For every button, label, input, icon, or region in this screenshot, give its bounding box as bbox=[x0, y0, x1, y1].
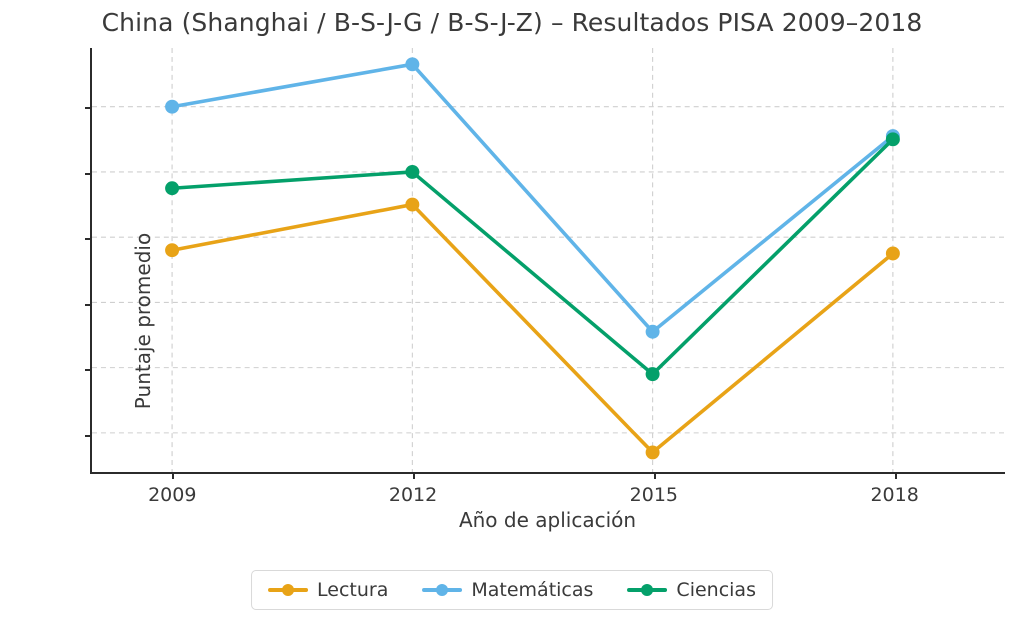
y-tick-mark bbox=[85, 172, 92, 175]
x-tick-mark bbox=[413, 472, 416, 479]
data-point[interactable] bbox=[165, 181, 180, 196]
series-line-lectura bbox=[170, 202, 895, 455]
legend-entry-matemáticas[interactable]: Matemáticas bbox=[422, 579, 593, 601]
legend-label: Ciencias bbox=[676, 579, 756, 601]
legend-swatch-icon bbox=[268, 582, 309, 598]
x-tick-mark bbox=[172, 472, 175, 479]
x-tick-mark bbox=[653, 472, 656, 479]
chart-title: China (Shanghai / B-S-J-G / B-S-J-Z) – R… bbox=[101, 8, 923, 37]
y-tick-mark bbox=[85, 303, 92, 306]
y-tick-mark bbox=[85, 238, 92, 241]
x-tick-label: 2015 bbox=[629, 484, 678, 506]
chart-legend: Lectura Matemáticas Ciencias bbox=[251, 570, 773, 610]
legend-label: Lectura bbox=[317, 579, 389, 601]
series-line-ciencias bbox=[170, 137, 895, 376]
y-tick-mark bbox=[85, 434, 92, 437]
data-point[interactable] bbox=[165, 243, 180, 258]
legend-entry-lectura[interactable]: Lectura bbox=[268, 579, 388, 601]
x-tick-mark bbox=[894, 472, 897, 479]
legend-swatch-icon bbox=[422, 582, 463, 598]
y-axis-title: Puntaje promedio bbox=[131, 232, 155, 410]
data-point[interactable] bbox=[405, 164, 420, 179]
x-tick-label: 2009 bbox=[148, 484, 197, 506]
series-lines bbox=[165, 57, 900, 460]
legend-entry-ciencias[interactable]: Ciencias bbox=[627, 579, 756, 601]
data-point[interactable] bbox=[885, 132, 900, 147]
y-tick-mark bbox=[85, 106, 92, 109]
data-point[interactable] bbox=[405, 57, 420, 72]
x-axis-title: Año de aplicación bbox=[458, 508, 637, 532]
data-point[interactable] bbox=[165, 99, 180, 114]
x-tick-label: 2012 bbox=[388, 484, 438, 506]
data-point[interactable] bbox=[645, 324, 660, 339]
data-point[interactable] bbox=[405, 197, 420, 212]
x-tick-label: 2018 bbox=[870, 484, 919, 506]
gridlines bbox=[92, 48, 1005, 472]
data-point[interactable] bbox=[645, 445, 660, 460]
series-line-matemáticas bbox=[170, 62, 895, 334]
data-point[interactable] bbox=[645, 367, 660, 382]
legend-label: Matemáticas bbox=[471, 579, 594, 601]
y-tick-mark bbox=[85, 369, 92, 372]
legend-swatch-icon bbox=[627, 582, 668, 598]
data-point[interactable] bbox=[885, 246, 900, 261]
